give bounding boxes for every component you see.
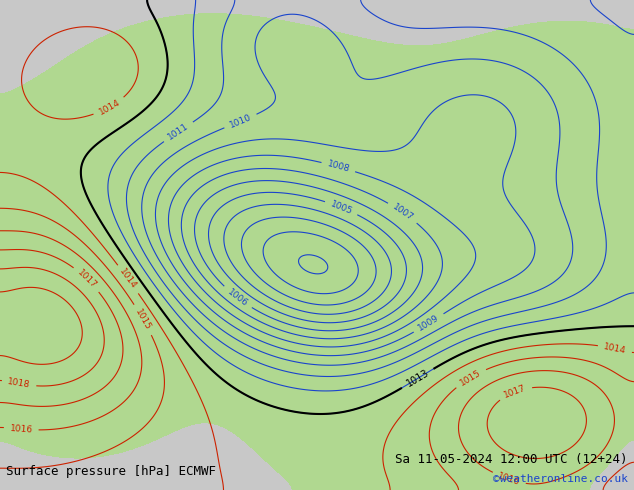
- Text: 1007: 1007: [391, 202, 415, 223]
- Text: 1014: 1014: [118, 268, 139, 291]
- Text: ©weatheronline.co.uk: ©weatheronline.co.uk: [493, 474, 628, 484]
- Text: 1010: 1010: [228, 113, 253, 130]
- Text: 1013: 1013: [404, 368, 430, 389]
- Text: 1011: 1011: [166, 122, 190, 142]
- Text: 1008: 1008: [326, 159, 351, 174]
- Text: 1014: 1014: [603, 343, 627, 356]
- Text: Sa 11-05-2024 12:00 UTC (12+24): Sa 11-05-2024 12:00 UTC (12+24): [395, 453, 628, 466]
- Text: 1017: 1017: [75, 268, 98, 290]
- Text: 1015: 1015: [458, 368, 482, 388]
- Text: 1006: 1006: [226, 287, 249, 308]
- Text: 1018: 1018: [7, 377, 31, 390]
- Text: 1005: 1005: [329, 199, 354, 216]
- Text: 1017: 1017: [503, 383, 527, 400]
- Text: 1016: 1016: [10, 424, 33, 434]
- Text: 1009: 1009: [417, 313, 441, 333]
- Text: 1015: 1015: [134, 307, 153, 332]
- Text: 1016: 1016: [496, 471, 521, 487]
- Text: Surface pressure [hPa] ECMWF: Surface pressure [hPa] ECMWF: [6, 465, 216, 478]
- Text: 1014: 1014: [97, 98, 122, 117]
